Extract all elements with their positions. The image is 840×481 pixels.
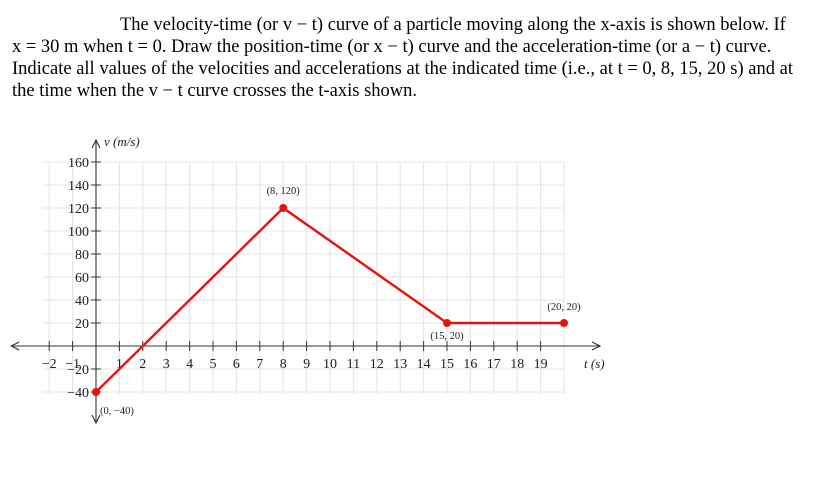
y-tick-label: 100 [68, 225, 89, 240]
y-axis-bottom-arrow [91, 414, 101, 425]
x-tick-label: −2 [42, 357, 57, 372]
y-tick-label: 20 [75, 317, 89, 332]
x-tick-label: 17 [487, 357, 501, 372]
y-tick-label: 80 [75, 248, 89, 263]
x-axis-left-arrow [9, 341, 20, 351]
problem-line-2: x = 30 m when t = 0. Draw the position-t… [12, 37, 772, 57]
x-tick-label: 3 [163, 357, 170, 372]
problem-statement: The velocity-time (or v − t) curve of a … [12, 14, 832, 102]
data-point [443, 319, 451, 327]
y-tick-label: 120 [68, 202, 89, 217]
chart-series [92, 204, 568, 396]
x-tick-label: 9 [303, 357, 310, 372]
chart-axes [9, 138, 602, 425]
y-tick-label: −20 [67, 363, 89, 378]
y-axis-label: v (m/s) [104, 134, 140, 149]
chart-grid [43, 161, 565, 394]
y-tick-label: 40 [75, 294, 89, 309]
x-tick-label: 6 [233, 357, 240, 372]
y-tick-label: −40 [67, 386, 89, 401]
y-axis-top-arrow [91, 138, 101, 149]
data-point [92, 388, 100, 396]
data-point [279, 204, 288, 212]
x-tick-label: 15 [440, 357, 454, 372]
problem-line-1: The velocity-time (or v − t) curve of a … [120, 15, 786, 35]
data-point-label: (20, 20) [547, 302, 581, 313]
x-tick-label: −1 [65, 357, 80, 372]
x-tick-label: 19 [534, 357, 548, 372]
y-tick-label: 160 [68, 156, 89, 171]
data-point-label: (0, −40) [100, 406, 134, 417]
x-tick-label: 13 [393, 357, 407, 372]
x-tick-label: 11 [347, 357, 360, 372]
x-tick-label: 14 [417, 357, 431, 372]
x-axis-label: t (s) [584, 356, 605, 371]
chart-labels: t (s) v (m/s) (0, −40) (8, 120) (15, 20) (20,… [100, 134, 605, 417]
x-tick-label: 10 [323, 357, 337, 372]
data-point-label: (15, 20) [430, 331, 464, 342]
x-tick-label: 4 [186, 357, 193, 372]
problem-line-4: the time when the v − t curve crosses th… [12, 81, 418, 101]
x-tick-label: 12 [370, 357, 384, 372]
y-tick-label: 140 [68, 179, 89, 194]
x-tick-label: 8 [280, 357, 287, 372]
data-point-label: (8, 120) [267, 186, 301, 197]
x-tick-label: 16 [463, 357, 477, 372]
x-axis-right-arrow [591, 341, 602, 351]
x-tick-label: 2 [139, 357, 146, 372]
x-tick-label: 5 [210, 357, 217, 372]
problem-line-3: Indicate all values of the velocities an… [12, 59, 793, 79]
data-point [560, 319, 568, 327]
x-tick-label: 18 [510, 357, 524, 372]
series-line [95, 206, 564, 393]
x-tick-label: 7 [256, 357, 263, 372]
x-tick-label: 1 [116, 357, 123, 372]
y-tick-label: 60 [75, 271, 89, 286]
